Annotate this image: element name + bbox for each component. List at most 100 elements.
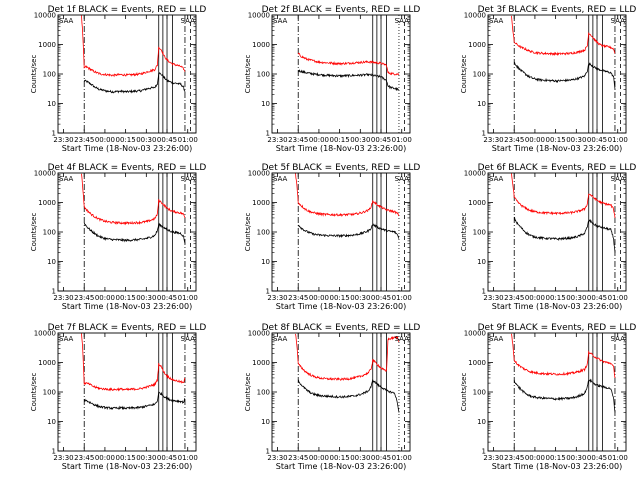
x-tick-label: 00:15 xyxy=(330,454,350,462)
plot-area xyxy=(295,333,400,413)
y-tick-label: 10 xyxy=(477,258,486,266)
panel-title: Det 7f BLACK = Events, RED = LLD xyxy=(48,323,207,333)
plot-frame xyxy=(271,332,411,452)
x-axis-label: Start Time (18-Nov-03 23:26:00) xyxy=(62,144,192,153)
x-tick-label: 00:15 xyxy=(330,136,350,144)
y-tick-label: 10 xyxy=(261,258,270,266)
y-tick-label: 1000 xyxy=(252,199,270,207)
x-tick-label: 00:45 xyxy=(157,136,177,144)
y-tick-label: 10000 xyxy=(464,170,486,178)
y-tick-label: 1000 xyxy=(468,199,486,207)
saa-label-right: SAA xyxy=(395,175,410,183)
x-tick-label: 23:45 xyxy=(504,454,524,462)
y-tick-label: 100 xyxy=(43,389,56,397)
panel-2: Det 2f BLACK = Events, RED = LLD 1 10 100 10… xyxy=(244,5,420,153)
x-tick-label: 23:30 xyxy=(483,294,503,302)
saa-label-right: SAA xyxy=(181,17,196,25)
x-tick-label: 23:30 xyxy=(53,454,73,462)
x-tick-label: 01:00 xyxy=(608,294,628,302)
plot-area xyxy=(297,52,400,92)
x-tick-label: 00:15 xyxy=(546,136,566,144)
lld-series-line xyxy=(297,52,400,76)
x-tick-label: 00:00 xyxy=(95,136,115,144)
saa-label-right: SAA xyxy=(611,17,626,25)
x-axis-label: Start Time (18-Nov-03 23:26:00) xyxy=(276,144,406,153)
y-tick-label: 1000 xyxy=(468,359,486,367)
saa-label-left: SAA xyxy=(273,17,288,25)
y-tick-label: 10 xyxy=(47,258,56,266)
panel-title: Det 3f BLACK = Events, RED = LLD xyxy=(478,5,637,15)
x-tick-label: 01:00 xyxy=(392,454,412,462)
events-series-line xyxy=(513,378,616,413)
x-axis-label: Start Time (18-Nov-03 23:26:00) xyxy=(492,144,622,153)
plot-area xyxy=(295,173,400,239)
events-series-line xyxy=(83,222,186,244)
y-tick-label: 1000 xyxy=(252,41,270,49)
x-tick-label: 00:15 xyxy=(546,294,566,302)
panel-9: Det 9f BLACK = Events, RED = LLD 1 10 100 10… xyxy=(460,323,636,471)
x-axis-label: Start Time (18-Nov-03 23:26:00) xyxy=(492,462,622,471)
events-series-line xyxy=(513,61,616,90)
saa-label-right: SAA xyxy=(181,335,196,343)
lld-series-line xyxy=(295,173,400,217)
x-tick-label: 23:30 xyxy=(267,294,287,302)
y-tick-label: 1 xyxy=(266,288,270,296)
y-tick-label: 10 xyxy=(477,418,486,426)
y-tick-label: 100 xyxy=(257,389,270,397)
x-tick-label: 00:45 xyxy=(587,294,607,302)
x-tick-label: 23:30 xyxy=(53,294,73,302)
panel-4: Det 4f BLACK = Events, RED = LLD 1 10 100 10… xyxy=(30,163,206,311)
x-tick-label: 23:30 xyxy=(483,136,503,144)
x-tick-label: 00:30 xyxy=(136,454,156,462)
lld-series-line xyxy=(295,333,400,381)
saa-label-left: SAA xyxy=(59,335,74,343)
x-tick-label: 00:45 xyxy=(157,294,177,302)
x-tick-label: 23:45 xyxy=(74,294,94,302)
panel-title: Det 5f BLACK = Events, RED = LLD xyxy=(262,163,421,173)
x-axis-label: Start Time (18-Nov-03 23:26:00) xyxy=(62,302,192,311)
x-tick-label: 00:45 xyxy=(371,454,391,462)
events-series-line xyxy=(83,72,186,94)
x-tick-label: 00:00 xyxy=(309,294,329,302)
panel-6: Det 6f BLACK = Events, RED = LLD 1 10 100 10… xyxy=(460,163,636,311)
y-tick-label: 10 xyxy=(261,100,270,108)
y-tick-label: 10 xyxy=(261,418,270,426)
x-tick-label: 00:45 xyxy=(587,136,607,144)
events-series-line xyxy=(297,378,400,413)
x-tick-label: 23:45 xyxy=(74,136,94,144)
lld-series-line xyxy=(81,15,186,78)
panel-title: Det 8f BLACK = Events, RED = LLD xyxy=(262,323,421,333)
plot-frame xyxy=(487,14,627,134)
saa-label-left: SAA xyxy=(59,175,74,183)
x-tick-label: 00:30 xyxy=(566,136,586,144)
y-axis-label: Counts/sec xyxy=(30,213,38,252)
panel-8: Det 8f BLACK = Events, RED = LLD 1 10 100 10… xyxy=(244,323,420,471)
y-axis-label: Counts/sec xyxy=(460,213,468,252)
y-axis-label: Counts/sec xyxy=(244,55,252,94)
x-tick-label: 23:30 xyxy=(267,454,287,462)
panel-title: Det 9f BLACK = Events, RED = LLD xyxy=(478,323,637,333)
saa-label-right: SAA xyxy=(611,175,626,183)
x-tick-label: 00:30 xyxy=(350,136,370,144)
saa-label-left: SAA xyxy=(489,17,504,25)
panel-5: Det 5f BLACK = Events, RED = LLD 1 10 100 10… xyxy=(244,163,420,311)
plot-frame xyxy=(57,14,197,134)
y-tick-label: 100 xyxy=(43,229,56,237)
x-tick-label: 00:00 xyxy=(525,294,545,302)
y-tick-label: 1000 xyxy=(252,359,270,367)
x-tick-label: 00:00 xyxy=(309,454,329,462)
y-tick-label: 100 xyxy=(473,229,486,237)
plot-area xyxy=(81,333,186,411)
x-tick-label: 00:30 xyxy=(350,294,370,302)
y-tick-label: 1000 xyxy=(468,41,486,49)
x-tick-label: 00:30 xyxy=(136,294,156,302)
x-axis-label: Start Time (18-Nov-03 23:26:00) xyxy=(492,302,622,311)
y-tick-label: 100 xyxy=(473,389,486,397)
events-series-line xyxy=(297,223,400,239)
x-tick-label: 01:00 xyxy=(178,136,198,144)
panel-title: Det 1f BLACK = Events, RED = LLD xyxy=(48,5,207,15)
y-axis-label: Counts/sec xyxy=(30,55,38,94)
x-tick-label: 00:45 xyxy=(157,454,177,462)
lld-series-line xyxy=(81,333,186,392)
